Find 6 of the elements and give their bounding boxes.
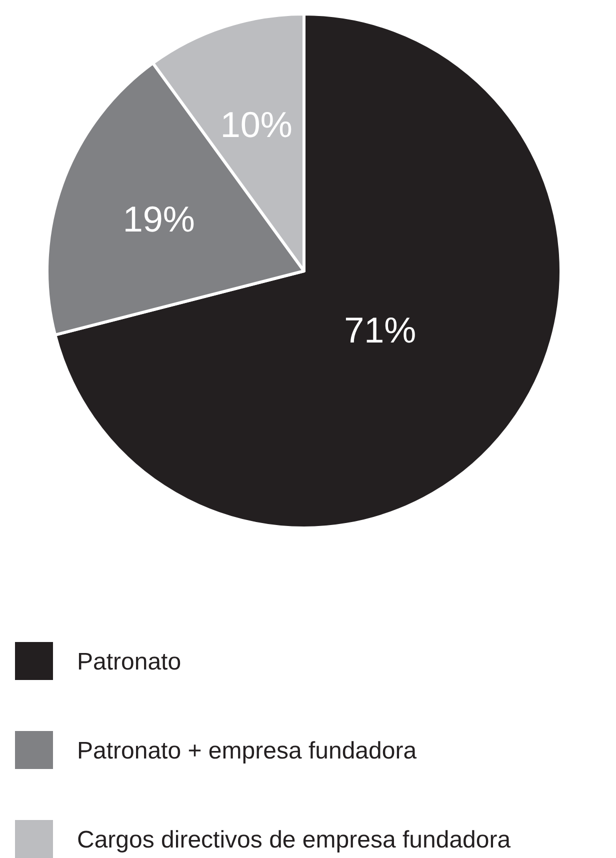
data-label: 19% xyxy=(122,198,195,240)
legend-label: Patronato xyxy=(77,648,182,676)
data-label: 71% xyxy=(344,310,416,351)
data-label: 10% xyxy=(220,104,292,145)
legend-label: Cargos directivos de empresa fundadora xyxy=(77,826,512,854)
legend-label: Patronato + empresa fundadora xyxy=(77,737,418,764)
